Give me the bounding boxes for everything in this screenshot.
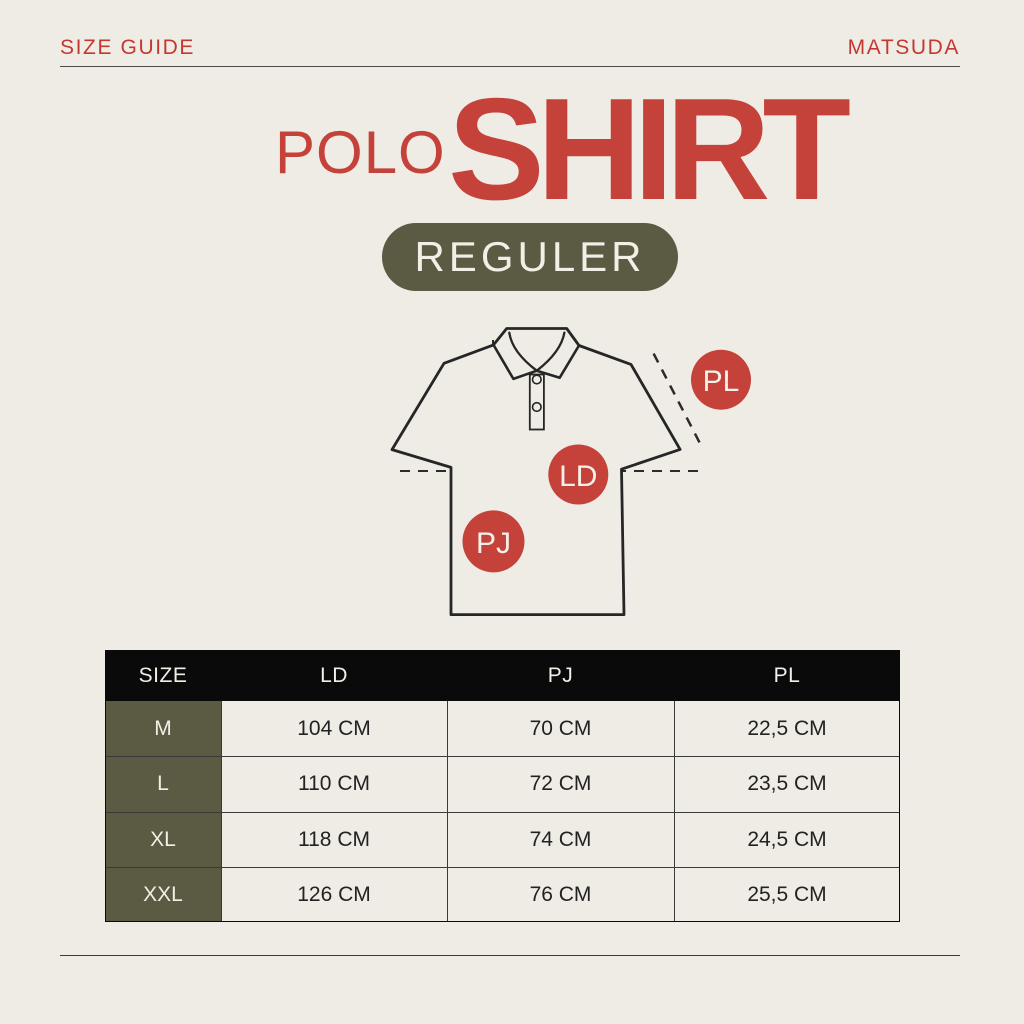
svg-text:LD: LD (559, 460, 597, 493)
svg-text:PJ: PJ (476, 527, 511, 560)
svg-text:PL: PL (703, 365, 740, 398)
